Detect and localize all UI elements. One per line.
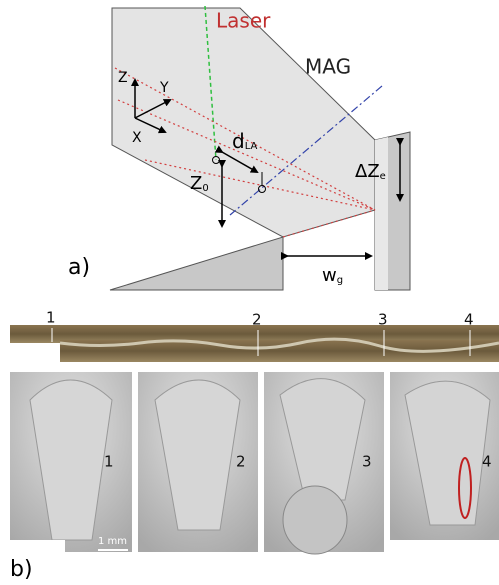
panel-b-label: b): [10, 557, 33, 582]
panel-a-label: a): [68, 255, 90, 280]
wg-sub: g: [337, 275, 343, 286]
mag-label: MAG: [305, 55, 351, 79]
section-label: 2: [236, 453, 246, 471]
d-la-base: d: [232, 129, 245, 153]
delta-ze-base: ΔZ: [355, 161, 380, 182]
axis-y: Y: [159, 80, 169, 96]
axis-z: Z: [118, 70, 128, 86]
position-label: 3: [378, 311, 388, 329]
z0-base: Z: [190, 173, 202, 194]
z0-sub: 0: [202, 183, 208, 194]
panel-b: 1 2 3 4 1 mm 1 2 3 4 b): [10, 309, 499, 585]
delta-ze-sub: e: [380, 171, 386, 182]
scale-bar-label: 1 mm: [98, 536, 127, 547]
axis-x: X: [132, 130, 142, 146]
wg-base: w: [322, 265, 337, 286]
position-label: 4: [464, 311, 474, 329]
figure: Laser MAG Z Y X dLA Z0 ΔZe wg a) 1 2 3 4: [0, 0, 499, 585]
position-label: 2: [252, 311, 262, 329]
d-la-sub: LA: [245, 141, 258, 152]
panel-a: Laser MAG Z Y X dLA Z0 ΔZe wg a): [68, 6, 410, 290]
position-label: 1: [46, 309, 56, 327]
section-label: 4: [482, 453, 492, 471]
laser-label: Laser: [216, 9, 271, 33]
section-label: 1: [104, 453, 114, 471]
wg-label: wg: [322, 265, 343, 286]
section-label: 3: [362, 453, 372, 471]
